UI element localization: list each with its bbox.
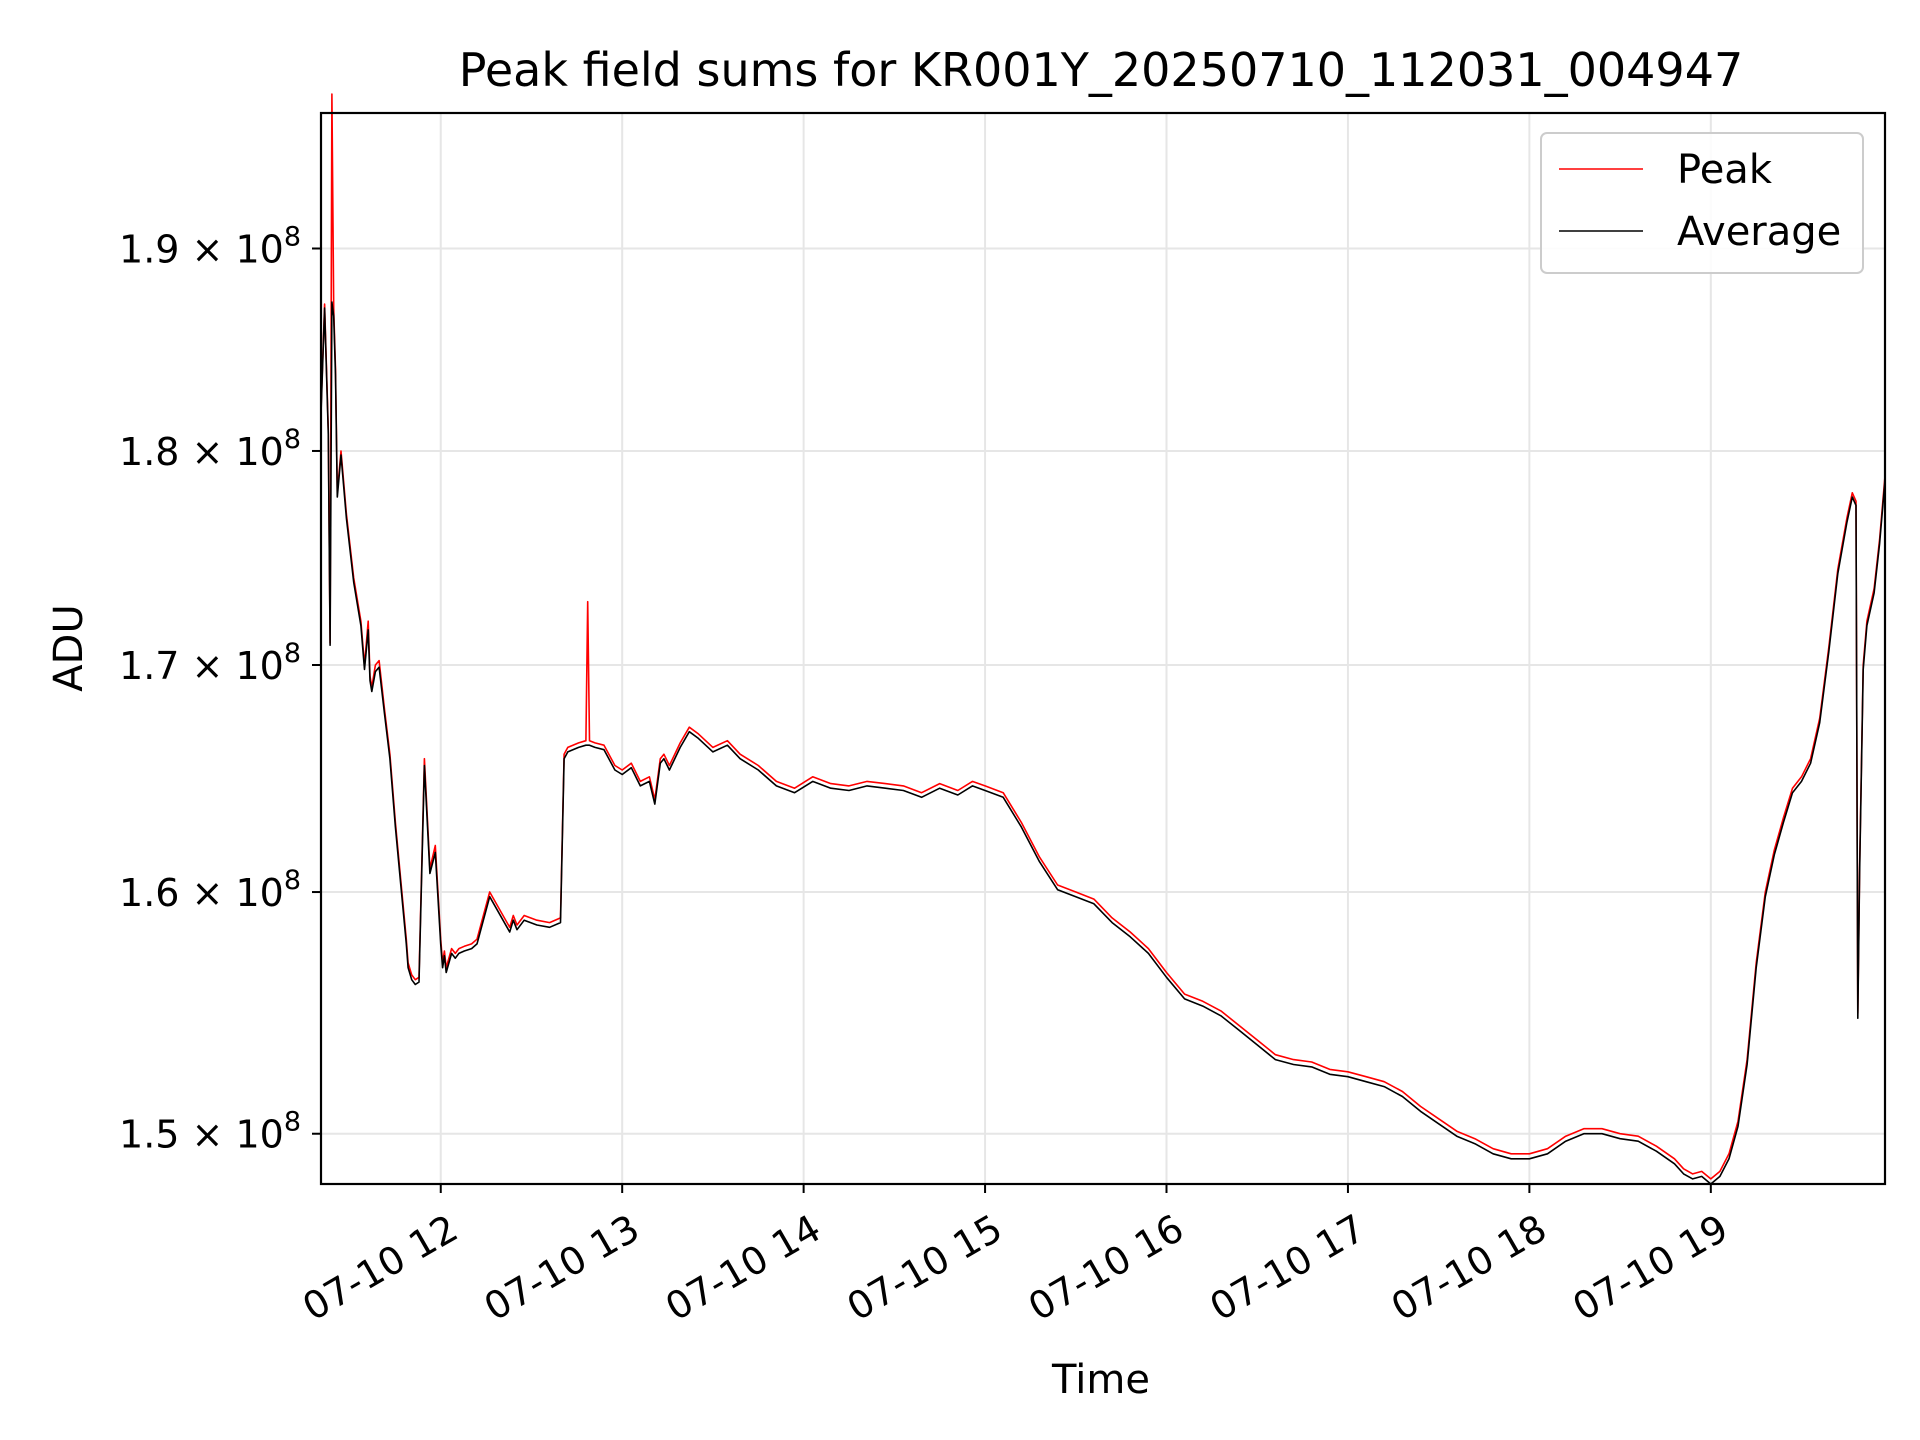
y-axis: 1.5 × 108 1.6 × 108 1.7 × 108 1.8 × 108 1.9 … xyxy=(119,221,321,1157)
y-tick-label: 1.9 × 108 xyxy=(119,221,301,271)
legend-label: Peak xyxy=(1677,147,1773,193)
legend: Peak Average xyxy=(1540,132,1864,274)
y-tick-label: 1.8 × 108 xyxy=(119,424,301,474)
legend-label: Average xyxy=(1677,209,1841,255)
y-axis-label: ADU xyxy=(46,604,92,691)
series-line-average xyxy=(320,301,1886,1185)
series-line-peak xyxy=(320,93,1886,1180)
x-axis-label: Time xyxy=(1051,1357,1150,1403)
legend-box xyxy=(1540,132,1864,274)
y-tick-label: 1.7 × 108 xyxy=(119,638,301,688)
plot-frame xyxy=(319,111,1887,1186)
series-group xyxy=(320,93,1886,1185)
chart-title: Peak field sums for KR001Y_20250710_1120… xyxy=(459,43,1743,97)
y-tick-label: 1.5 × 108 xyxy=(119,1107,301,1157)
grid xyxy=(321,113,1885,1184)
y-tick-label: 1.6 × 108 xyxy=(119,865,301,915)
